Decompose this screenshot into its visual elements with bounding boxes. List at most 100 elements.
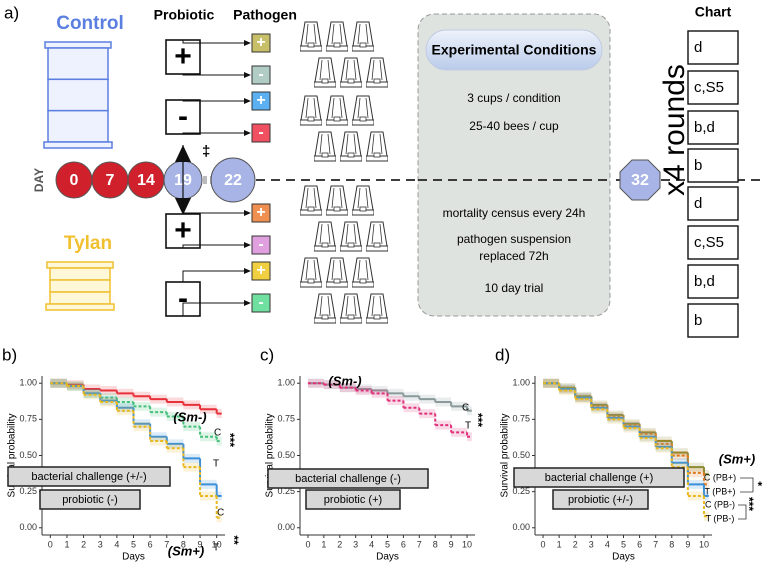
group-label: (Sm-) (173, 409, 206, 424)
x-tick-label: 2 (81, 539, 86, 549)
x-tick-label: 0 (48, 539, 53, 549)
cup-icon (366, 57, 388, 88)
pathogen-box (251, 123, 271, 143)
series-label: C (PB-) (705, 499, 735, 509)
group-label: (Sm+) (719, 451, 755, 466)
chart-header: Chart (695, 4, 732, 20)
x-tick-label: 1 (557, 539, 562, 549)
conditions-title-pill (425, 29, 603, 71)
cup-icon (366, 131, 388, 162)
survival-curve (307, 378, 472, 442)
chart-cell (687, 303, 739, 338)
probiotic-sign: + (174, 40, 192, 73)
cup-icon (300, 185, 322, 216)
branch (182, 100, 246, 134)
survival-curve (50, 378, 222, 523)
pathogen-box (251, 235, 271, 255)
chart-cell (687, 110, 739, 145)
tylan-label: Tylan (64, 233, 112, 254)
pathogen-box (251, 261, 271, 281)
cup-icon (314, 221, 336, 252)
chart-cell (687, 186, 739, 221)
cup-icon (326, 185, 348, 216)
pathogen-sign: + (256, 34, 265, 51)
cup-icon (340, 57, 362, 88)
pathogen-box (251, 65, 271, 85)
x-tick-label: 2 (573, 539, 578, 549)
x-tick-label: 10 (462, 539, 472, 549)
condition-box (267, 468, 429, 489)
cup-icon (366, 293, 388, 324)
y-tick-label: 0.00 (512, 522, 530, 532)
panel-label: c) (260, 345, 274, 364)
series-label: C (214, 428, 221, 439)
day-number: 7 (106, 172, 115, 189)
cup-icon (326, 21, 348, 52)
series-label: C (462, 403, 469, 414)
pathogen-box (251, 203, 271, 223)
x-tick-label: 9 (685, 539, 690, 549)
pathogen-box (251, 33, 271, 53)
arrow-head (244, 40, 251, 78)
hive-base (45, 303, 115, 311)
chart-cell (687, 70, 739, 105)
cup-icon (340, 293, 362, 324)
x-tick-label: 7 (417, 539, 422, 549)
y-tick-label: 0.50 (19, 450, 37, 460)
cup-icon (352, 95, 374, 126)
pathogen-sign: - (258, 124, 263, 141)
control-label: Control (56, 13, 124, 34)
cup-icon (340, 221, 362, 252)
y-tick-label: 0.00 (277, 522, 295, 532)
x-tick-label: 7 (164, 539, 169, 549)
conditions-line: 3 cups / condition (467, 91, 560, 105)
x-tick-label: 10 (212, 539, 222, 549)
series-label: T (213, 543, 219, 554)
x-axis-label: Days (376, 552, 399, 563)
hive-box (47, 109, 109, 143)
x-tick-label: 4 (369, 539, 374, 549)
y-axis-label: Survival probability (500, 414, 511, 498)
day-number: 0 (70, 172, 79, 189)
pathogen-sign: - (258, 236, 263, 253)
day-marker (210, 157, 256, 203)
probiotic-sign: - (178, 282, 188, 315)
conditions-line: 25-40 bees / cup (469, 119, 559, 133)
conditions-line: mortality census every 24h (443, 206, 586, 220)
branch (182, 212, 246, 248)
pathogen-sign: + (256, 204, 265, 221)
condition-label: bacterial challenge (+) (545, 472, 654, 484)
x-tick-label: 8 (433, 539, 438, 549)
condition-box (305, 489, 401, 510)
x-tick-label: 3 (353, 539, 358, 549)
condition-label: probiotic (+/-) (568, 494, 633, 506)
x-axis-label: Days (122, 552, 145, 563)
probiotic-sign: - (178, 100, 188, 133)
cup-icon (326, 257, 348, 288)
branch (182, 40, 246, 76)
significance-label: *** (742, 497, 756, 511)
cup-icon (366, 221, 388, 252)
day-label: DAY (32, 168, 46, 192)
group-label: (Sm-) (328, 373, 361, 388)
hive-box (49, 267, 111, 281)
cup-icon (352, 185, 374, 216)
arrow-head (244, 98, 251, 136)
x-tick-label: 10 (699, 539, 709, 549)
conditions-line: pathogen suspension (457, 232, 571, 246)
x-tick-label: 5 (385, 539, 390, 549)
dagger: ‡ (202, 143, 210, 160)
y-tick-label: 1.00 (512, 378, 530, 388)
probiotic-box (165, 213, 201, 249)
y-tick-label: 0.25 (19, 486, 37, 496)
chart-cell-label: b,d (694, 273, 715, 290)
significance-label: ** (227, 535, 241, 545)
rounds-label: x4 rounds (658, 64, 691, 196)
y-tick-label: 0.00 (19, 522, 37, 532)
hive-box (47, 78, 109, 112)
conditions-title: Experimental Conditions (432, 42, 597, 58)
x-tick-label: 9 (449, 539, 454, 549)
conditions-box (417, 13, 611, 317)
condition-box (513, 467, 685, 488)
x-tick-label: 0 (305, 539, 310, 549)
